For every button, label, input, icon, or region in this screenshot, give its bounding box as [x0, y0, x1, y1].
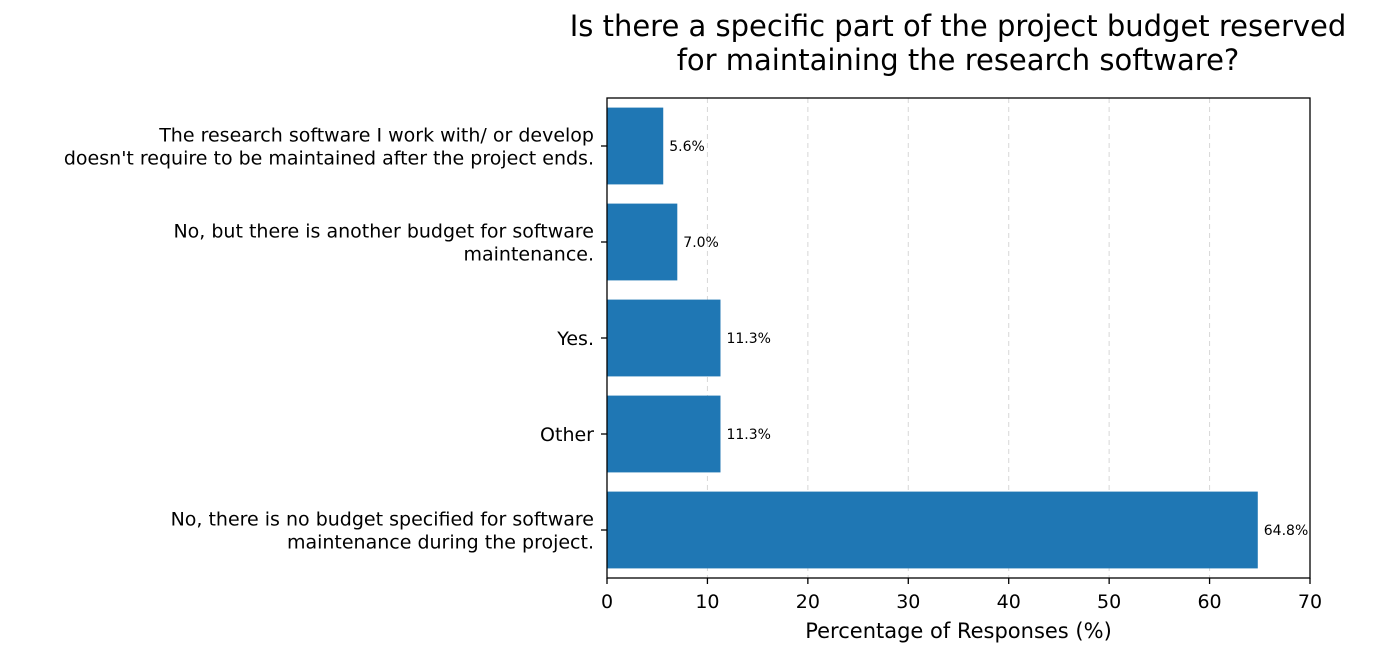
bar-value-label: 11.3%: [726, 331, 770, 347]
data-labels: 5.6% 7.0% 11.3% 11.3% 64.8%: [669, 139, 1308, 539]
x-tick-label: 20: [796, 591, 820, 613]
y-tick-label: maintenance during the project.: [287, 532, 594, 554]
bar: [607, 107, 664, 185]
bar: [607, 491, 1258, 569]
x-tick-label: 50: [1097, 591, 1121, 613]
x-tick-label: 70: [1298, 591, 1322, 613]
chart-title: Is there a specific part of the project …: [570, 9, 1347, 77]
bar: [607, 299, 721, 377]
chart-title-line: for maintaining the research software?: [677, 43, 1240, 77]
x-tick-label: 30: [896, 591, 920, 613]
y-tick-label: Other: [540, 424, 594, 446]
y-tick-label: doesn't require to be maintained after t…: [64, 148, 594, 170]
y-tick-label: Yes.: [556, 328, 594, 350]
bar-value-label: 7.0%: [683, 235, 719, 251]
y-axis: The research software I work with/ or de…: [64, 125, 607, 554]
x-axis: 0 10 20 30 40 50 60 70: [601, 578, 1322, 613]
chart-title-line: Is there a specific part of the project …: [570, 9, 1347, 43]
x-tick-label: 40: [997, 591, 1021, 613]
x-tick-label: 10: [695, 591, 719, 613]
y-tick-label: No, but there is another budget for soft…: [173, 221, 594, 243]
bars: [607, 107, 1258, 569]
x-tick-label: 0: [601, 591, 613, 613]
bar-value-label: 64.8%: [1264, 523, 1308, 539]
x-tick-label: 60: [1197, 591, 1221, 613]
y-tick-label: The research software I work with/ or de…: [158, 125, 594, 147]
bar: [607, 203, 678, 281]
bar: [607, 395, 721, 473]
bar-value-label: 11.3%: [726, 427, 770, 443]
y-tick-label: maintenance.: [463, 244, 594, 266]
bar-value-label: 5.6%: [669, 139, 705, 155]
y-tick-label: No, there is no budget specified for sof…: [171, 509, 594, 531]
x-axis-label: Percentage of Responses (%): [805, 619, 1112, 643]
